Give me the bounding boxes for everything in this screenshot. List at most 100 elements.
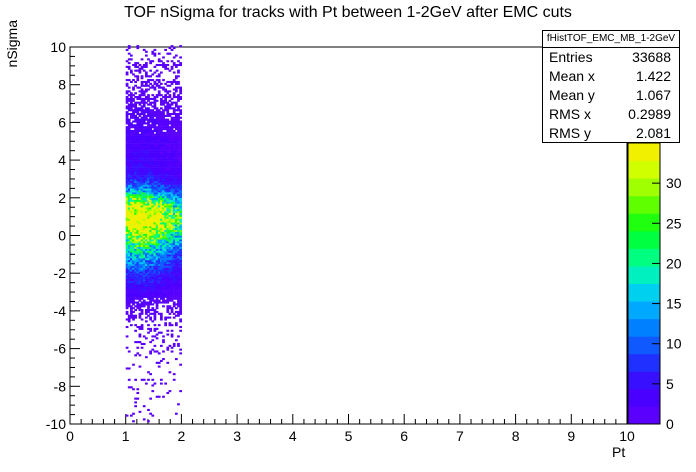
heatmap-cell — [127, 203, 131, 206]
heatmap-cell — [164, 120, 168, 123]
heatmap-cell — [134, 229, 138, 232]
heatmap-cell — [168, 84, 172, 87]
heatmap-cell — [157, 299, 161, 302]
heatmap-cell — [127, 124, 131, 127]
heatmap-cell — [134, 143, 138, 146]
heatmap-cell — [151, 248, 155, 251]
heatmap-cell — [140, 237, 144, 240]
heatmap-cell — [162, 167, 165, 170]
heatmap-cell — [144, 145, 148, 148]
heatmap-cell — [179, 112, 182, 116]
heatmap-cell — [132, 299, 135, 302]
heatmap-cell — [129, 248, 133, 251]
heatmap-cell — [129, 143, 133, 146]
heatmap-cell — [166, 101, 170, 104]
heatmap-cell — [129, 254, 133, 257]
heatmap-cell — [174, 256, 178, 259]
heatmap-cell — [162, 339, 165, 342]
heatmap-cell — [162, 231, 165, 234]
heatmap-cell — [162, 233, 165, 236]
heatmap-cell — [159, 203, 163, 206]
heatmap-cell — [129, 261, 133, 264]
heatmap-cell — [140, 286, 144, 289]
heatmap-cell — [168, 322, 172, 325]
heatmap-cell — [149, 86, 153, 89]
heatmap-cell — [174, 171, 178, 174]
heatmap-cell — [155, 171, 159, 174]
heatmap-cell — [129, 71, 133, 74]
heatmap-cell — [127, 67, 131, 70]
heatmap-cell — [168, 316, 172, 319]
heatmap-cell — [162, 350, 165, 353]
heatmap-cell — [153, 220, 157, 223]
heatmap-cell — [164, 324, 168, 327]
heatmap-cell — [147, 265, 150, 268]
heatmap-cell — [127, 118, 131, 121]
heatmap-cell — [170, 275, 174, 278]
heatmap-cell — [134, 235, 138, 238]
heatmap-cell — [164, 292, 168, 295]
heatmap-cell — [129, 188, 133, 191]
heatmap-cell — [166, 118, 170, 121]
heatmap-cell — [125, 252, 129, 255]
heatmap-cell — [155, 269, 159, 272]
heatmap-cell — [147, 261, 150, 264]
heatmap-cell — [138, 295, 142, 298]
heatmap-cell — [170, 194, 174, 197]
heatmap-cell — [166, 288, 170, 291]
heatmap-cell — [157, 111, 161, 114]
heatmap-cell — [138, 307, 142, 310]
heatmap-cell — [162, 335, 165, 338]
heatmap-cell — [134, 150, 138, 153]
heatmap-cell — [129, 212, 133, 215]
heatmap-cell — [147, 184, 150, 187]
heatmap-cell — [155, 169, 159, 172]
heatmap-cell — [136, 352, 140, 355]
heatmap-cell — [151, 182, 155, 185]
y-tick-label: -10 — [46, 416, 66, 432]
heatmap-cell — [157, 231, 161, 234]
heatmap-cell — [162, 126, 165, 129]
heatmap-cell — [162, 158, 165, 161]
heatmap-cell — [177, 292, 180, 295]
heatmap-cell — [166, 103, 170, 106]
heatmap-cell — [149, 316, 153, 319]
heatmap-cell — [174, 178, 178, 182]
heatmap-cell — [140, 260, 144, 263]
heatmap-cell — [136, 209, 140, 212]
heatmap-cell — [151, 271, 155, 274]
heatmap-cell — [125, 292, 129, 295]
y-tick-label: 10 — [50, 39, 66, 55]
heatmap-cell — [129, 263, 133, 266]
heatmap-cell — [140, 297, 144, 300]
heatmap-cell — [170, 227, 174, 231]
heatmap-cell — [166, 107, 170, 110]
heatmap-cell — [147, 129, 150, 133]
heatmap-cell — [164, 252, 168, 255]
heatmap-cell — [157, 182, 161, 185]
heatmap-cell — [127, 184, 131, 187]
heatmap-cell — [136, 143, 140, 146]
heatmap-cell — [166, 261, 170, 264]
heatmap-cell — [149, 69, 153, 72]
heatmap-cell — [129, 235, 133, 238]
heatmap-cell — [157, 178, 161, 182]
heatmap-cell — [168, 218, 172, 221]
heatmap-cell — [162, 293, 165, 297]
heatmap-cell — [142, 114, 146, 117]
heatmap-cell — [147, 139, 150, 142]
heatmap-cell — [127, 256, 131, 259]
heatmap-cell — [166, 194, 170, 197]
heatmap-cell — [153, 205, 157, 208]
palette-swatch — [628, 143, 660, 162]
heatmap-cell — [155, 152, 159, 155]
heatmap-cell — [149, 309, 153, 312]
heatmap-cell — [179, 312, 182, 315]
heatmap-cell — [144, 205, 148, 208]
heatmap-cell — [134, 354, 138, 357]
heatmap-cell — [138, 256, 142, 259]
heatmap-cell — [127, 150, 131, 153]
heatmap-cell — [134, 205, 138, 208]
heatmap-cell — [172, 186, 176, 189]
heatmap-cell — [177, 252, 180, 255]
